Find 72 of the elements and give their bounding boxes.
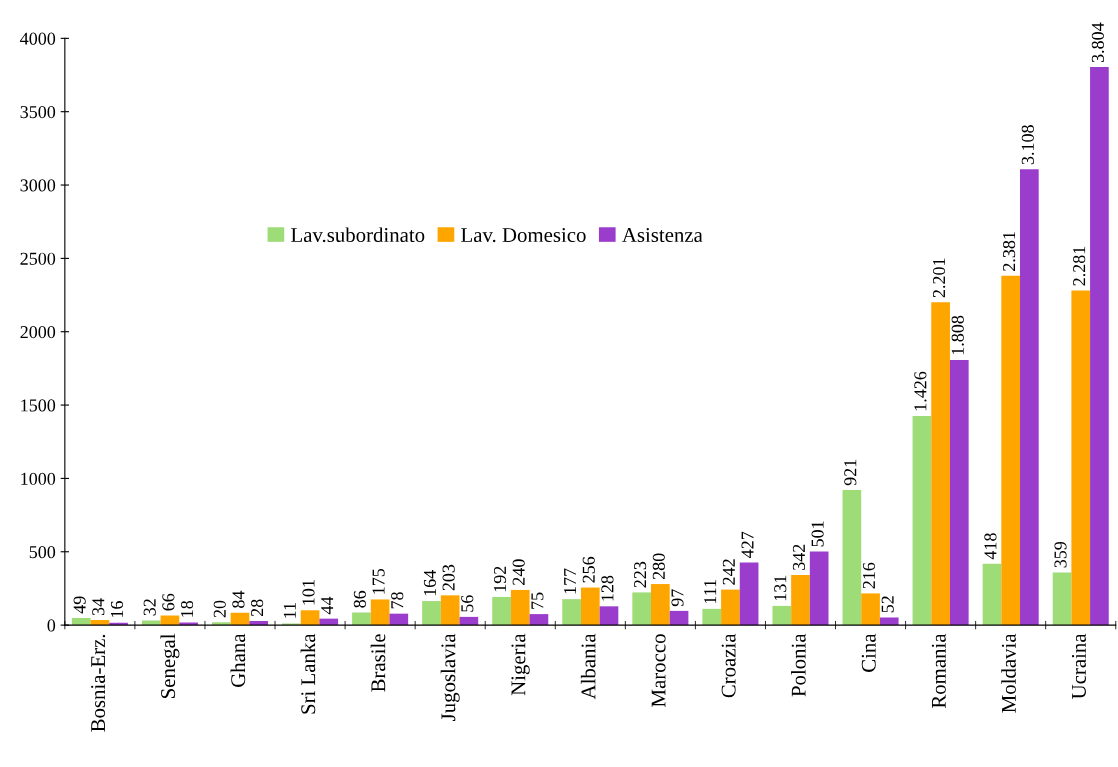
data-label: 240 bbox=[512, 559, 525, 585]
data-label: 84 bbox=[232, 590, 245, 608]
data-label: 418 bbox=[984, 533, 997, 560]
x-tick-label: Jugoslavia bbox=[440, 633, 460, 721]
data-label: 280 bbox=[652, 553, 665, 580]
x-tick-label: Cina bbox=[861, 633, 876, 672]
data-label: 11 bbox=[283, 603, 296, 618]
x-tick-label: Croazia bbox=[721, 633, 736, 698]
data-label: 2.381 bbox=[1003, 232, 1016, 271]
y-tick-label: 3500 bbox=[20, 105, 56, 119]
data-label: 177 bbox=[564, 568, 576, 594]
data-label: 78 bbox=[391, 592, 404, 609]
data-label: 3.108 bbox=[1021, 125, 1034, 165]
y-tick-label: 0 bbox=[47, 619, 56, 632]
data-label: 97 bbox=[671, 589, 684, 607]
y-tick-label: 2000 bbox=[20, 325, 56, 339]
data-label: 128 bbox=[601, 575, 614, 601]
data-label: 49 bbox=[73, 596, 86, 614]
y-tick-label: 500 bbox=[29, 546, 56, 559]
data-label: 52 bbox=[881, 596, 894, 613]
data-label: 20 bbox=[213, 600, 226, 618]
y-tick-label: 3000 bbox=[20, 179, 56, 192]
data-label: 342 bbox=[792, 544, 806, 570]
x-tick-label: Brasile bbox=[370, 634, 386, 692]
y-tick-label: 2500 bbox=[20, 252, 56, 265]
x-tick-label: Polonia bbox=[791, 633, 806, 697]
data-label: 175 bbox=[372, 568, 385, 594]
data-label: 44 bbox=[321, 596, 334, 615]
data-label: 34 bbox=[92, 598, 105, 616]
data-label: 18 bbox=[180, 600, 194, 617]
x-tick-label: Senegal bbox=[160, 633, 180, 698]
data-label: 192 bbox=[493, 566, 507, 592]
y-tick-label: 4000 bbox=[20, 32, 56, 45]
data-label: 242 bbox=[722, 559, 735, 585]
data-label: 3.804 bbox=[1091, 22, 1105, 63]
data-label: 2.201 bbox=[932, 258, 946, 298]
data-label: 359 bbox=[1054, 541, 1067, 568]
legend-label: Lav. Domesico bbox=[461, 228, 586, 243]
legend-label: Asistenza bbox=[622, 228, 703, 243]
x-tick-label: Nigeria bbox=[511, 633, 530, 696]
data-label: 427 bbox=[741, 531, 754, 558]
data-label: 75 bbox=[531, 592, 544, 609]
data-label: 56 bbox=[461, 595, 474, 612]
data-label: 16 bbox=[110, 601, 124, 617]
y-tick-label: 1500 bbox=[21, 399, 56, 412]
data-label: 921 bbox=[844, 459, 857, 486]
data-label: 1.808 bbox=[951, 315, 964, 355]
x-tick-label: Moldavia bbox=[1001, 633, 1016, 713]
x-tick-label: Romania bbox=[931, 633, 946, 709]
data-label: 66 bbox=[162, 593, 175, 611]
data-label: 86 bbox=[353, 590, 366, 608]
x-tick-label: Bosnia-Erz. bbox=[91, 634, 106, 732]
data-label: 131 bbox=[774, 575, 787, 601]
x-tick-label: Marocco bbox=[651, 634, 666, 707]
data-label: 501 bbox=[811, 521, 824, 547]
legend-label: Lav.subordinato bbox=[291, 227, 425, 243]
data-label: 223 bbox=[634, 561, 647, 588]
data-label: 256 bbox=[582, 556, 595, 583]
data-label: 101 bbox=[302, 580, 315, 605]
x-tick-label: Albania bbox=[580, 633, 596, 700]
x-tick-label: Ucraina bbox=[1071, 633, 1086, 699]
data-label: 32 bbox=[143, 599, 156, 616]
data-label: 2.281 bbox=[1073, 246, 1086, 286]
data-label: 164 bbox=[423, 570, 437, 596]
x-tick-label: Sri Lanka bbox=[300, 633, 316, 714]
data-label: 28 bbox=[251, 599, 264, 617]
x-tick-label: Ghana bbox=[230, 633, 246, 687]
data-label: 203 bbox=[442, 564, 455, 591]
y-tick-label: 1000 bbox=[21, 472, 56, 485]
data-label: 216 bbox=[862, 562, 876, 589]
data-label: 1.426 bbox=[914, 371, 927, 411]
data-label: 111 bbox=[704, 580, 717, 604]
